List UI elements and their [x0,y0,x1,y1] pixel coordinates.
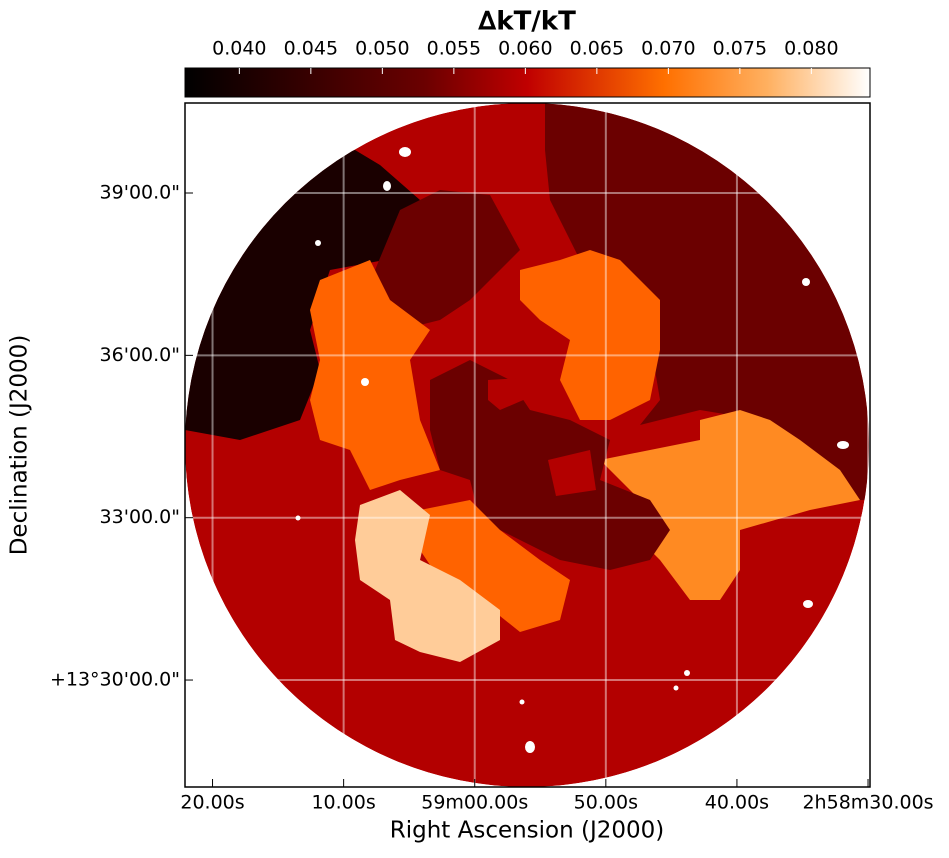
region [420,500,570,632]
y-tick-label: 39'00.0" [100,182,180,204]
x-tick-label: 59m00.00s [421,792,528,814]
x-axis-label: Right Ascension (J2000) [390,818,665,844]
x-tick-label: 40.00s [705,792,769,814]
colorbar-tick-label: 0.075 [713,38,767,60]
chart-title: ∆kT/kT [478,7,576,37]
colorbar-tick-label: 0.050 [355,38,409,60]
x-tick-label: 20.00s [180,792,244,814]
colorbar-tick-label: 0.065 [570,38,624,60]
region [375,190,520,330]
y-axis-label: Declination (J2000) [7,335,33,556]
y-tick-label: +13°30'00.0" [50,669,180,691]
colorbar-tick-label: 0.055 [427,38,481,60]
masked-spots [295,147,849,753]
colorbar [184,67,871,98]
colorbar-tick-label: 0.040 [212,38,266,60]
x-tick-label: 50.00s [574,792,638,814]
region [520,250,660,420]
colorbar-tick-label: 0.060 [498,38,552,60]
colorbar-tick-label: 0.045 [284,38,338,60]
y-tick-label: 36'00.0" [100,344,180,366]
x-tick-label: 2h58m30.00s [802,792,933,814]
region [488,378,528,410]
region [355,490,500,662]
region [548,450,596,496]
map [185,103,869,787]
plot-frame [184,102,871,788]
region [600,410,860,600]
grid [185,103,870,787]
colorbar-tick-label: 0.070 [641,38,695,60]
colorbar-tick-label: 0.080 [784,38,838,60]
y-tick-label: 33'00.0" [100,506,180,528]
region [310,260,440,490]
x-tick-label: 10.00s [311,792,375,814]
